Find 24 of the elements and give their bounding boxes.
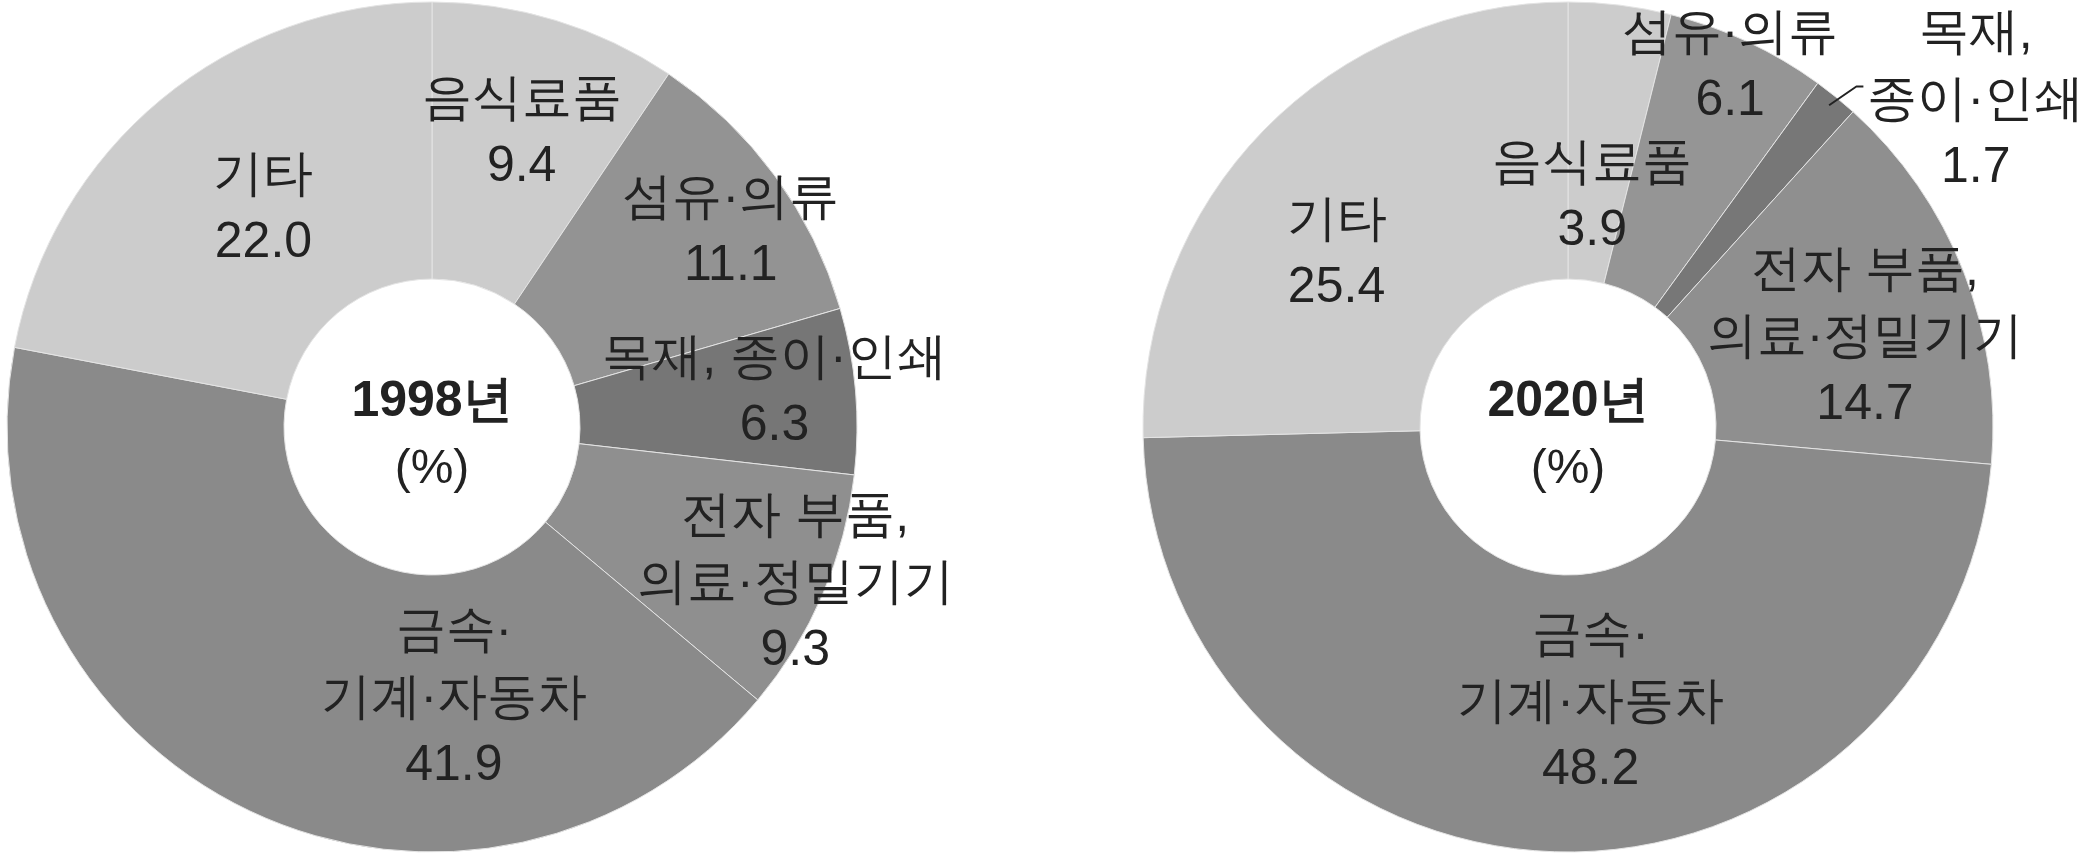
slice-label: 섬유·의류 (1621, 3, 1839, 60)
slice-label: 금속·기계·자동차 (1457, 605, 1724, 729)
data-label: 6.3 (739, 395, 810, 452)
data-label: 25.4 (1287, 257, 1386, 314)
slice-label: 목재, 종이·인쇄 (1867, 2, 2085, 126)
slice-label: 기타 (213, 144, 314, 201)
slice-label: 음식료품 (1492, 133, 1693, 190)
text: (%) (394, 440, 470, 493)
slice-label: 금속·기계·자동차 (320, 601, 588, 725)
data-label: 22.0 (214, 211, 313, 268)
data-label: 9.3 (760, 619, 830, 676)
data-label: 48.2 (1541, 739, 1640, 796)
data-label: 9.4 (486, 135, 557, 192)
data-label: 41.9 (405, 735, 503, 792)
data-label: 1.7 (1940, 136, 2011, 193)
data-label: 6.1 (1695, 70, 1765, 127)
slice-label: 기타 (1286, 190, 1387, 247)
slice-label: 음식료품 (421, 68, 622, 125)
text: 2020년 (1487, 371, 1649, 427)
text: (%) (1530, 440, 1606, 493)
data-label: 11.1 (683, 235, 778, 292)
data-label: 14.7 (1816, 374, 1914, 431)
text: 1998년 (351, 371, 513, 427)
data-label: 3.9 (1557, 200, 1628, 257)
